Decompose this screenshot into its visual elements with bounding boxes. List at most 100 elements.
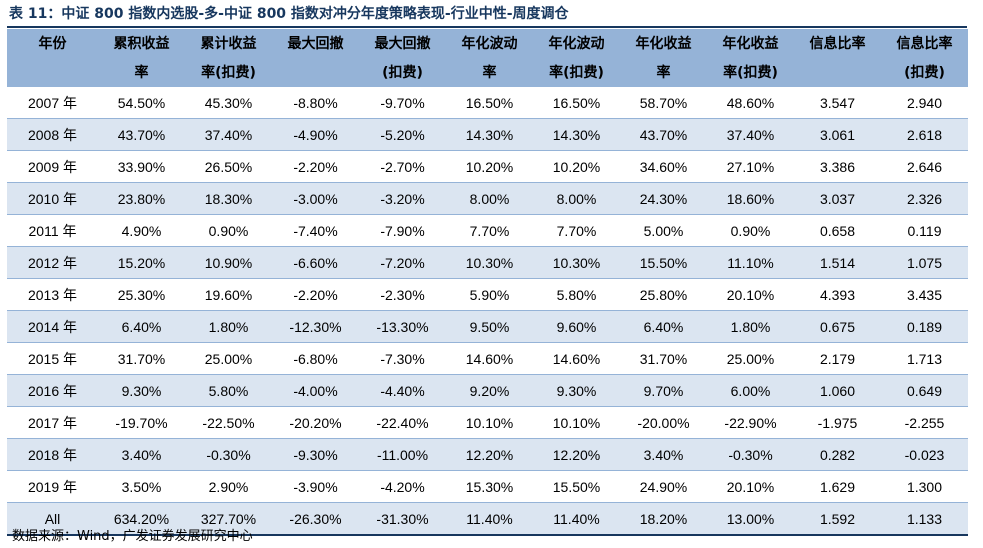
table-cell: 16.50% [533, 87, 620, 119]
table-cell: 48.60% [707, 87, 794, 119]
table-cell: 5.90% [446, 278, 533, 311]
table-row: 2015 年 31.70% 25.00% -6.80% -7.30% 14.60% 14.6… [7, 342, 968, 375]
table-cell: -6.80% [272, 342, 359, 375]
header-year: 年份 [7, 29, 98, 87]
header-annual-volatility-line1: 年化波动 [461, 36, 518, 52]
table-cell: 2.646 [881, 150, 968, 183]
header-max-drawdown: 最大回撤 [272, 29, 359, 87]
table-cell: 7.70% [446, 214, 533, 247]
table-cell: -2.20% [272, 150, 359, 183]
table-cell: -12.30% [272, 310, 359, 343]
header-annual-return-net-line1: 年化收益 [722, 36, 779, 52]
table-cell: 6.40% [98, 310, 185, 343]
table-cell: -3.20% [359, 182, 446, 215]
table-cell: 6.40% [620, 310, 707, 343]
table-cell: 0.90% [185, 214, 272, 247]
table-cell: 43.70% [98, 118, 185, 151]
table-cell: -20.00% [620, 406, 707, 439]
row-label-cell: 2019 年 [7, 470, 98, 503]
table-cell: 0.282 [794, 438, 881, 471]
table-cell: 10.20% [446, 150, 533, 183]
table-cell: 1.060 [794, 374, 881, 407]
table-cell: 1.713 [881, 342, 968, 375]
table-cell: 25.00% [185, 342, 272, 375]
table-row: 2018 年 3.40% -0.30% -9.30% -11.00% 12.20% 12.2… [7, 438, 968, 471]
table-cell: -20.20% [272, 406, 359, 439]
table-cell: 3.061 [794, 118, 881, 151]
header-annual-volatility: 年化波动 率 [446, 29, 533, 87]
table-cell: -3.90% [272, 470, 359, 503]
table-cell: 11.10% [707, 246, 794, 279]
table-row: 2011 年 4.90% 0.90% -7.40% -7.90% 7.70% 7.70% 5.… [7, 214, 968, 247]
table-cell: -2.70% [359, 150, 446, 183]
table-cell: 37.40% [185, 118, 272, 151]
header-information-ratio-line2 [794, 58, 881, 87]
table-cell: 2.90% [185, 470, 272, 503]
table-cell: 2.326 [881, 182, 968, 215]
table-cell: 0.119 [881, 214, 968, 247]
table-cell: 0.658 [794, 214, 881, 247]
table-cell: 634.20% [98, 502, 185, 535]
table-cell: 3.386 [794, 150, 881, 183]
table-cell: 9.60% [533, 310, 620, 343]
header-cumulative-return-line1: 累积收益 [113, 36, 170, 52]
table-cell: 3.50% [98, 470, 185, 503]
table-cell: 1.80% [707, 310, 794, 343]
table-cell: 14.30% [533, 118, 620, 151]
row-label-cell: All [7, 502, 98, 535]
row-label-cell: 2007 年 [7, 87, 98, 119]
table-cell: 16.50% [446, 87, 533, 119]
header-max-drawdown-net-line2: (扣费) [382, 65, 423, 81]
table-cell: -26.30% [272, 502, 359, 535]
table-cell: 1.80% [185, 310, 272, 343]
table-cell: 0.189 [881, 310, 968, 343]
table-cell: 0.90% [707, 214, 794, 247]
table-cell: 1.592 [794, 502, 881, 535]
table-cell: 12.20% [533, 438, 620, 471]
table-cell: 45.30% [185, 87, 272, 119]
table-row: 2019 年 3.50% 2.90% -3.90% -4.20% 15.30% 15.50%… [7, 470, 968, 503]
table-row: 2014 年 6.40% 1.80% -12.30% -13.30% 9.50% 9.60%… [7, 310, 968, 343]
row-label-cell: 2012 年 [7, 246, 98, 279]
header-cumulative-return-net-line2: 率(扣费) [201, 65, 256, 81]
table-cell: 8.00% [446, 182, 533, 215]
table-row: 2007 年 54.50% 45.30% -8.80% -9.70% 16.50% 16.5… [7, 87, 968, 119]
row-label-cell: 2013 年 [7, 278, 98, 311]
header-max-drawdown-net-line1: 最大回撤 [374, 36, 431, 52]
table-cell: -5.20% [359, 118, 446, 151]
table-cell: -8.80% [272, 87, 359, 119]
header-information-ratio-net-line1: 信息比率 [896, 36, 953, 52]
table-cell: -7.40% [272, 214, 359, 247]
table-cell: 54.50% [98, 87, 185, 119]
table-cell: 12.20% [446, 438, 533, 471]
table-cell: 14.60% [533, 342, 620, 375]
strategy-performance-table: 年份 累积收益 率 累计收益 率(扣费) 最大回撤 最大回撤 (扣费) 年化波动 [7, 29, 968, 536]
table-cell: 9.30% [533, 374, 620, 407]
table-cell: 13.00% [707, 502, 794, 535]
table-cell: -4.20% [359, 470, 446, 503]
row-label-cell: 2014 年 [7, 310, 98, 343]
table-cell: 20.10% [707, 470, 794, 503]
table-cell: 0.675 [794, 310, 881, 343]
table-cell: 0.649 [881, 374, 968, 407]
table-cell: 10.20% [533, 150, 620, 183]
header-year-line1: 年份 [38, 36, 67, 52]
table-cell: 2.179 [794, 342, 881, 375]
table-row: All 634.20% 327.70% -26.30% -31.30% 11.40% 11.… [7, 502, 968, 535]
table-row: 2012 年 15.20% 10.90% -6.60% -7.20% 10.30% 10.3… [7, 246, 968, 279]
table-cell: 9.20% [446, 374, 533, 407]
row-label-cell: 2011 年 [7, 214, 98, 247]
header-cumulative-return-net-line1: 累计收益 [200, 36, 257, 52]
header-max-drawdown-net: 最大回撤 (扣费) [359, 29, 446, 87]
table-cell: 5.80% [185, 374, 272, 407]
table-cell: -11.00% [359, 438, 446, 471]
table-cell: 24.90% [620, 470, 707, 503]
table-cell: -7.30% [359, 342, 446, 375]
table-cell: 9.30% [98, 374, 185, 407]
table-cell: 10.10% [533, 406, 620, 439]
table-cell: -6.60% [272, 246, 359, 279]
table-cell: -22.40% [359, 406, 446, 439]
table-cell: -3.00% [272, 182, 359, 215]
table-cell: 2.940 [881, 87, 968, 119]
table-cell: 33.90% [98, 150, 185, 183]
